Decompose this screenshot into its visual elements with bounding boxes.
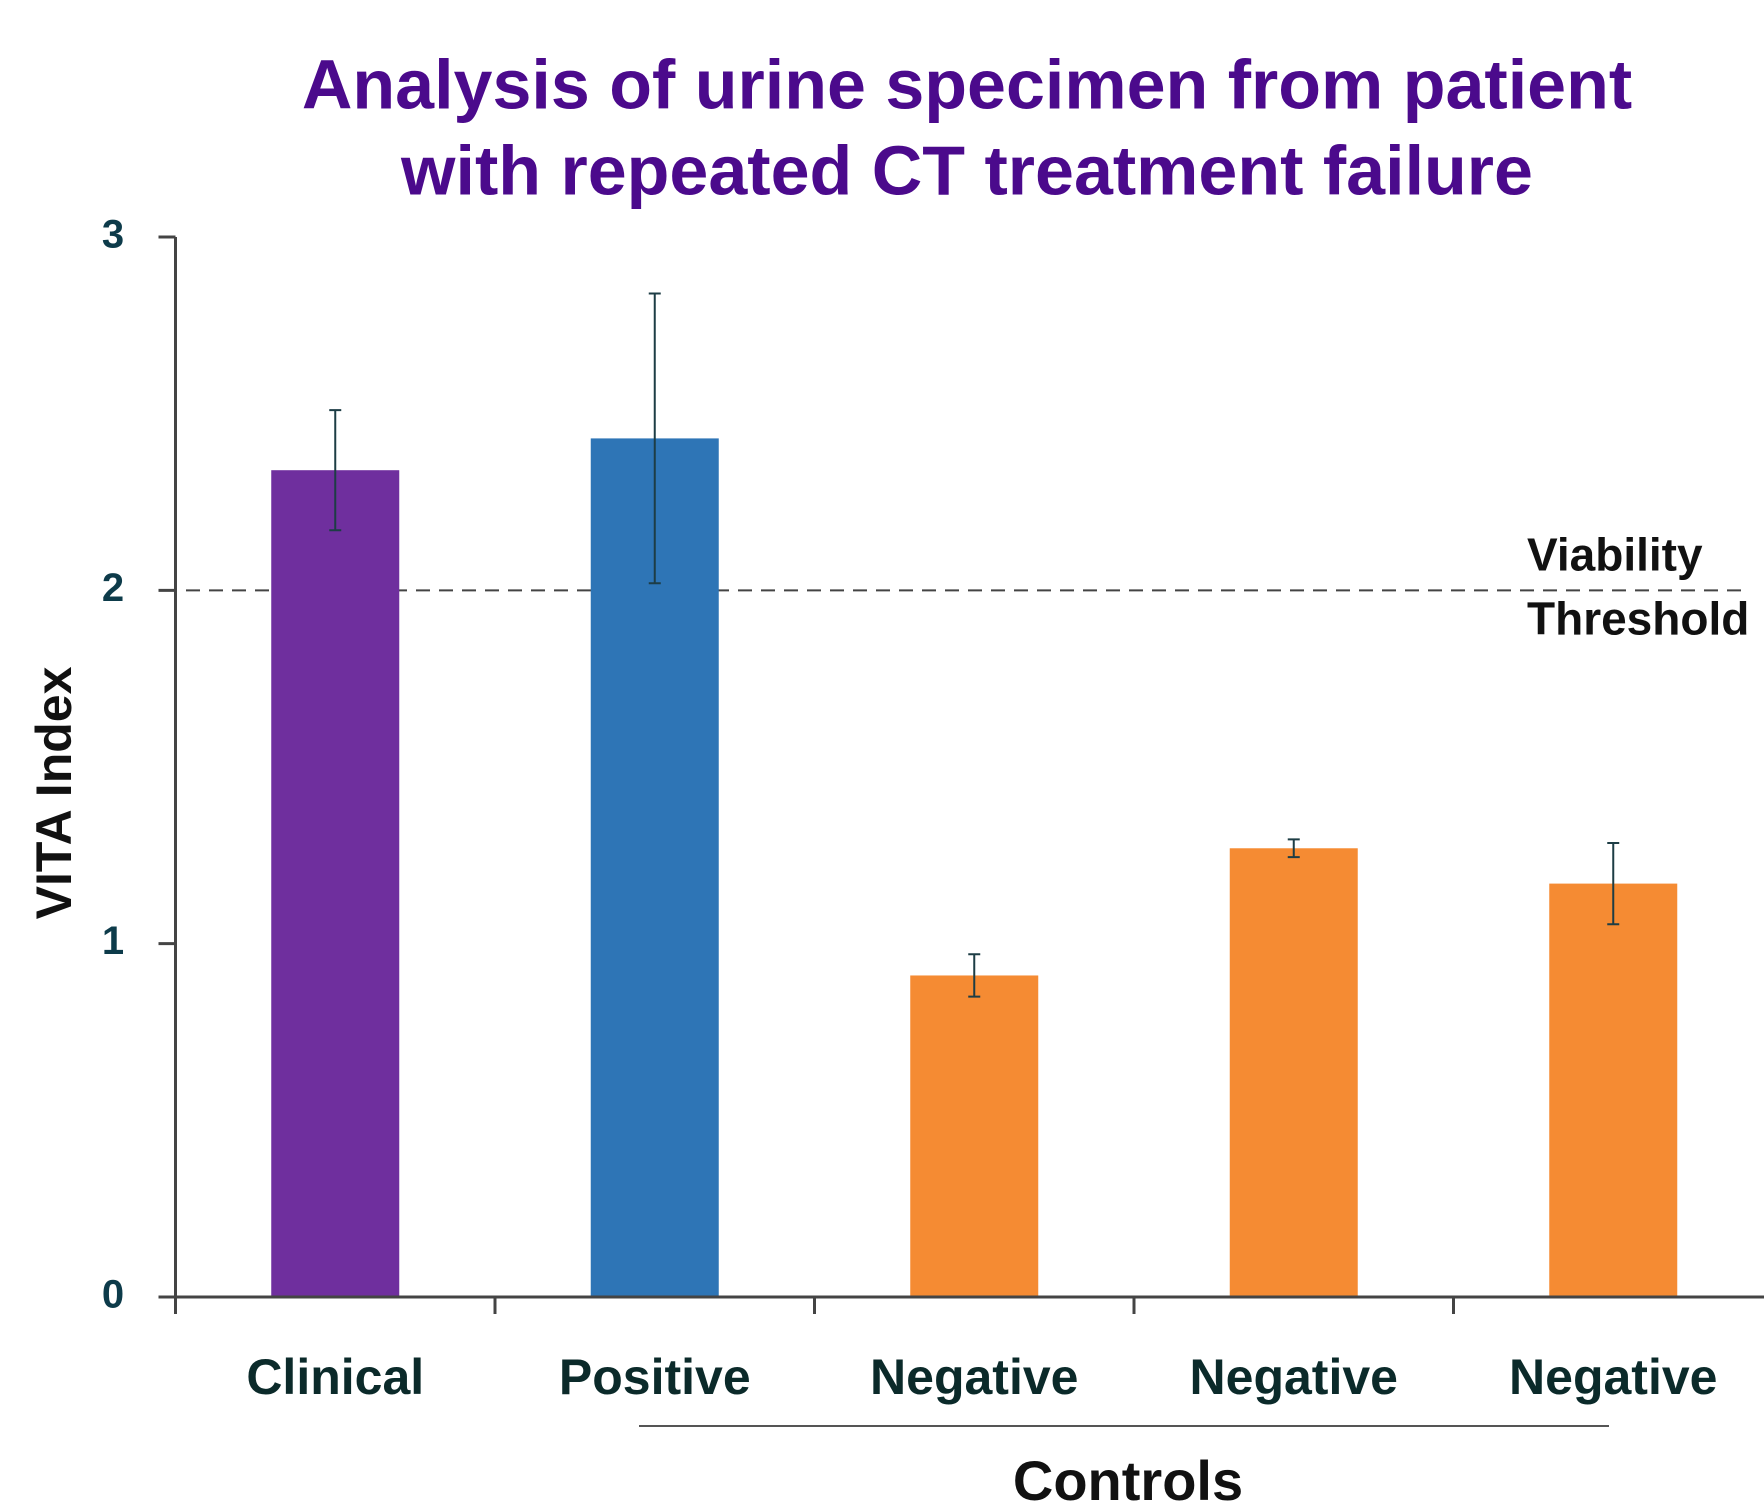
- group-label: Controls: [1013, 1449, 1243, 1512]
- chart-title: Analysis of urine specimen from patient: [302, 45, 1632, 123]
- x-tick-label: Negative: [1190, 1349, 1398, 1405]
- y-tick-label: 3: [102, 213, 124, 257]
- x-tick-label: Clinical: [246, 1349, 424, 1405]
- y-tick-label: 0: [102, 1273, 124, 1317]
- chart-title: with repeated CT treatment failure: [400, 131, 1533, 209]
- error-bar: [968, 953, 981, 998]
- bar: [910, 975, 1039, 1297]
- y-tick-label: 1: [102, 919, 124, 963]
- error-bar: [329, 409, 342, 532]
- bar: [1549, 883, 1678, 1297]
- threshold-label: Threshold: [1527, 592, 1749, 644]
- error-bar: [1607, 841, 1620, 926]
- error-bar: [648, 292, 661, 585]
- threshold-label: Viability: [1527, 528, 1703, 580]
- y-tick-label: 2: [102, 566, 124, 610]
- x-tick-label: Negative: [1509, 1349, 1717, 1405]
- error-bar: [1287, 838, 1300, 859]
- y-axis-label: VITA Index: [26, 666, 82, 919]
- bar: [1229, 848, 1358, 1297]
- bar: [271, 470, 400, 1297]
- x-tick-label: Negative: [870, 1349, 1078, 1405]
- x-tick-label: Positive: [559, 1349, 751, 1405]
